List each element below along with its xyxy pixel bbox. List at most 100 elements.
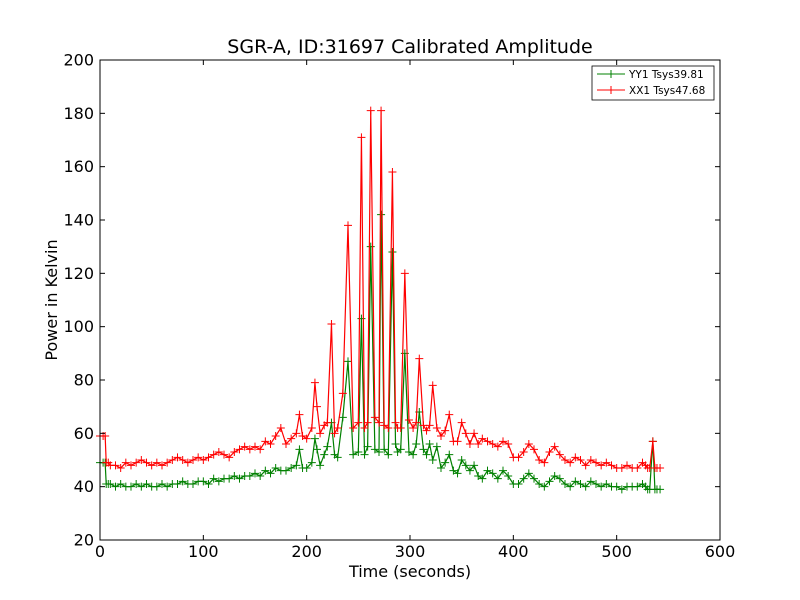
data-point-yy1 [478,474,487,483]
data-point-yy1 [388,248,397,256]
x-tick-label: 300 [395,542,426,561]
data-point-xx1 [220,450,228,459]
data-point-yy1 [310,434,319,443]
data-point-yy1 [457,456,466,464]
data-point-yy1 [363,442,372,451]
data-point-yy1 [302,464,311,472]
data-point-yy1 [437,464,445,472]
y-tick-label: 80 [74,371,94,390]
data-point-yy1 [545,477,554,486]
data-point-xx1 [295,410,304,419]
data-point-yy1 [323,442,332,451]
y-tick-label: 120 [63,264,94,283]
x-tick-label: 600 [705,542,736,561]
data-point-yy1 [441,458,450,467]
data-point-xx1 [302,434,311,443]
data-point-xx1 [375,418,383,427]
data-point-xx1 [316,429,325,438]
data-point-xx1 [101,432,110,440]
data-point-yy1 [576,480,585,488]
data-point-yy1 [412,440,421,448]
data-point-yy1 [461,461,470,470]
data-point-yy1 [422,450,431,459]
data-point-yy1 [535,480,544,488]
data-point-xx1 [545,448,554,456]
legend-label-yy1: YY1 Tsys39.81 [628,69,704,81]
data-point-yy1 [404,448,413,456]
data-point-yy1 [287,464,296,472]
x-tick-label: 100 [188,542,219,561]
data-point-yy1 [316,461,325,470]
data-point-yy1 [152,482,161,491]
x-axis-label: Time (seconds) [348,562,471,581]
y-tick-label: 40 [74,477,94,496]
data-point-yy1 [504,472,513,480]
data-point-yy1 [597,482,606,491]
data-point-yy1 [380,445,389,454]
data-point-xx1 [597,461,606,470]
data-point-yy1 [391,440,400,448]
data-point-yy1 [189,480,197,488]
data-point-xx1 [437,432,445,440]
data-point-yy1 [656,485,665,494]
data-point-yy1 [292,461,301,470]
data-point-xx1 [287,434,296,443]
data-point-yy1 [633,482,642,491]
data-point-yy1 [530,474,538,483]
data-point-xx1 [370,413,379,422]
data-point-xx1 [158,461,166,470]
data-point-xx1 [499,437,507,446]
data-point-yy1 [555,474,564,483]
data-point-yy1 [550,472,559,480]
data-point-xx1 [524,440,533,448]
data-point-xx1 [282,440,290,448]
data-point-xx1 [214,448,223,456]
data-point-xx1 [514,453,523,462]
data-point-xx1 [409,424,418,432]
data-point-xx1 [245,445,254,454]
data-point-xx1 [571,453,580,462]
data-point-yy1 [204,480,213,488]
data-point-xx1 [137,456,146,464]
y-tick-label: 180 [63,104,94,123]
x-tick-label: 200 [291,542,322,561]
data-point-xx1 [391,418,400,427]
data-point-xx1 [183,458,192,467]
data-point-yy1 [370,445,379,454]
data-point-xx1 [230,448,239,456]
data-point-xx1 [360,424,369,432]
data-point-xx1 [396,424,405,432]
data-point-xx1 [592,458,600,467]
data-point-yy1 [320,450,329,459]
data-point-yy1 [571,477,580,486]
data-point-xx1 [535,456,544,464]
data-point-yy1 [499,466,507,475]
data-point-xx1 [607,461,616,470]
data-point-yy1 [245,472,254,480]
data-point-yy1 [111,482,120,491]
data-point-xx1 [633,464,642,472]
data-point-yy1 [282,466,290,475]
data-point-yy1 [488,469,497,478]
data-point-xx1 [566,458,575,467]
data-point-yy1 [409,450,418,459]
data-point-xx1 [204,453,213,462]
data-point-xx1 [132,458,141,467]
data-point-xx1 [656,464,665,472]
data-point-xx1 [235,445,244,454]
data-point-yy1 [261,466,270,475]
data-point-xx1 [121,458,130,467]
data-point-xx1 [465,440,474,448]
data-point-yy1 [566,482,575,491]
data-point-yy1 [163,482,172,491]
data-point-yy1 [581,482,590,491]
data-point-xx1 [493,442,502,451]
data-point-xx1 [209,450,218,459]
data-point-xx1 [194,453,203,462]
data-point-xx1 [189,456,197,464]
data-point-xx1 [428,381,437,390]
data-point-yy1 [540,482,549,491]
data-point-yy1 [106,480,115,488]
y-tick-label: 60 [74,424,94,443]
